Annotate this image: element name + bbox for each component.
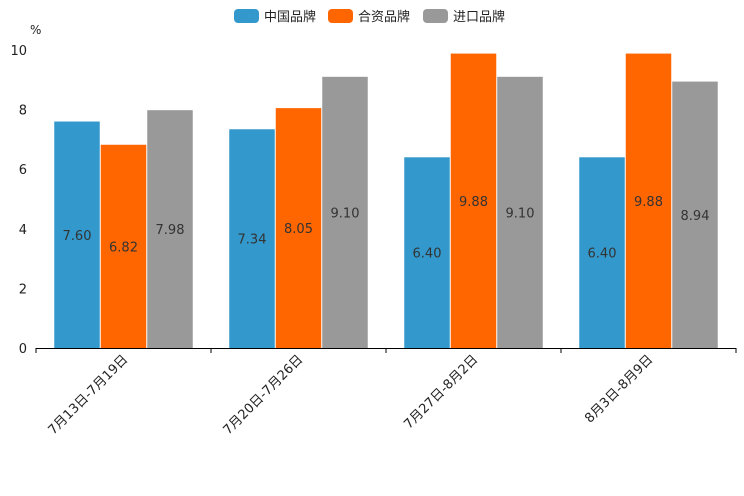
legend: 中国品牌 合资品牌 进口品牌 bbox=[234, 9, 505, 25]
data-label-1-2: 7.34 bbox=[238, 233, 267, 248]
y-tick-label: 0 bbox=[19, 342, 27, 357]
data-label-2-4: 9.88 bbox=[634, 195, 663, 210]
bar-3-2 bbox=[322, 76, 368, 348]
bars bbox=[54, 53, 718, 349]
y-axis-unit-label: % bbox=[30, 23, 41, 37]
bar-3-4 bbox=[672, 81, 718, 348]
y-axis-ticks: 0 2 4 6 8 10 bbox=[10, 44, 27, 357]
data-label-3-3: 9.10 bbox=[506, 206, 535, 221]
y-tick-label: 10 bbox=[10, 44, 27, 59]
bar-3-1 bbox=[147, 110, 193, 348]
x-category-label: 8月3日-8月9日 bbox=[582, 352, 656, 426]
x-axis: 7月13日-7月19日 7月20日-7月26日 7月27日-8月2日 8月3日-8月9… bbox=[35, 348, 737, 438]
data-label-3-4: 8.94 bbox=[681, 209, 710, 224]
y-tick-label: 4 bbox=[19, 223, 27, 238]
legend-swatch-1 bbox=[234, 9, 259, 23]
data-label-1-3: 6.40 bbox=[413, 247, 442, 262]
legend-label-1: 中国品牌 bbox=[264, 9, 316, 25]
legend-swatch-3 bbox=[423, 9, 448, 23]
data-label-1-4: 6.40 bbox=[588, 247, 617, 262]
legend-label-2: 合资品牌 bbox=[358, 9, 410, 25]
data-label-2-1: 6.82 bbox=[109, 240, 138, 255]
bar-1-4 bbox=[579, 157, 625, 348]
data-label-3-1: 7.98 bbox=[156, 223, 185, 238]
y-tick-label: 6 bbox=[19, 163, 27, 178]
y-tick-label: 2 bbox=[19, 282, 27, 297]
legend-label-3: 进口品牌 bbox=[453, 9, 505, 25]
x-category-label: 7月27日-8月2日 bbox=[401, 352, 481, 432]
data-label-1-1: 7.60 bbox=[63, 229, 92, 244]
x-category-label: 7月13日-7月19日 bbox=[46, 352, 132, 438]
legend-swatch-2 bbox=[328, 9, 353, 23]
data-label-3-2: 9.10 bbox=[331, 206, 360, 221]
bar-2-4 bbox=[625, 53, 672, 349]
bar-1-3 bbox=[404, 157, 450, 348]
bar-1-1 bbox=[54, 121, 100, 349]
data-labels: 7.60 6.82 7.98 7.34 8.05 9.10 6.40 9.88 9.10 6.40… bbox=[63, 195, 710, 262]
bar-2-3 bbox=[450, 53, 497, 349]
data-label-2-3: 9.88 bbox=[459, 195, 488, 210]
bar-2-2 bbox=[275, 108, 322, 348]
bar-3-3 bbox=[497, 76, 543, 348]
y-tick-label: 8 bbox=[19, 104, 27, 119]
bar-1-2 bbox=[229, 129, 275, 348]
bar-2-1 bbox=[100, 144, 147, 348]
data-label-2-2: 8.05 bbox=[284, 222, 313, 237]
x-category-label: 7月20日-7月26日 bbox=[221, 352, 307, 438]
